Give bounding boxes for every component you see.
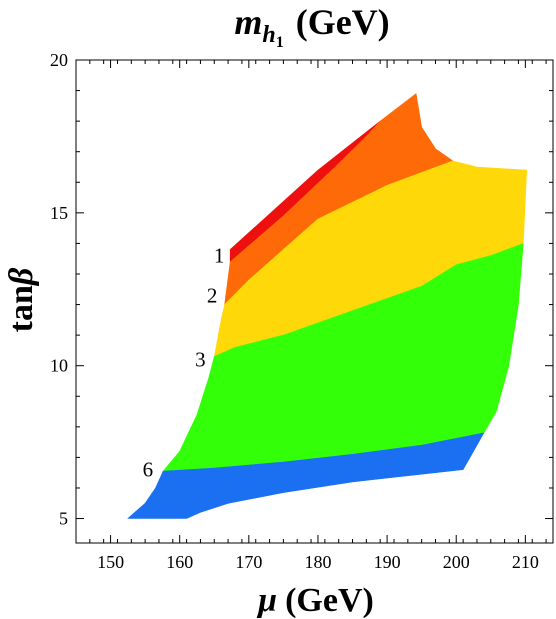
x-tick-label: 150 (97, 552, 124, 572)
title-unit: (GeV) (296, 2, 390, 42)
contour-regions (127, 93, 528, 519)
x-tick-label: 200 (443, 552, 470, 572)
y-tick-label: 20 (50, 50, 68, 70)
x-tick-label: 160 (166, 552, 193, 572)
x-tick-label: 180 (304, 552, 331, 572)
y-axis: 5 10 15 20 (50, 50, 553, 529)
contour-label: 3 (195, 348, 206, 372)
y-tick-label: 15 (50, 203, 68, 223)
contour-labels: 1 2 3 6 (143, 244, 225, 482)
region-green (162, 243, 524, 472)
contour-label: 1 (214, 244, 225, 268)
y-tick-label: 10 (50, 356, 68, 376)
x-axis: 150 160 170 180 190 200 210 (75, 60, 547, 572)
y-tick-label: 5 (59, 509, 68, 529)
chart-title: mh1 (GeV) (234, 2, 389, 51)
y-axis-label: tanβ (3, 267, 40, 332)
x-tick-label: 170 (235, 552, 262, 572)
x-axis-symbol: μ (256, 582, 277, 619)
contour-label: 6 (143, 458, 154, 482)
plot-frame (75, 59, 554, 544)
title-subsub: 1 (276, 34, 284, 51)
title-sub: h (262, 22, 275, 48)
contour-label: 2 (207, 283, 218, 307)
y-axis-symbol: β (3, 267, 40, 287)
x-tick-label: 190 (374, 552, 401, 572)
region-blue (127, 432, 485, 519)
x-axis-unit: (GeV) (285, 582, 374, 619)
title-symbol: m (234, 2, 262, 42)
x-tick-label: 210 (512, 552, 539, 572)
y-axis-prefix: tan (3, 285, 40, 332)
x-axis-label: μ (GeV) (256, 582, 374, 619)
